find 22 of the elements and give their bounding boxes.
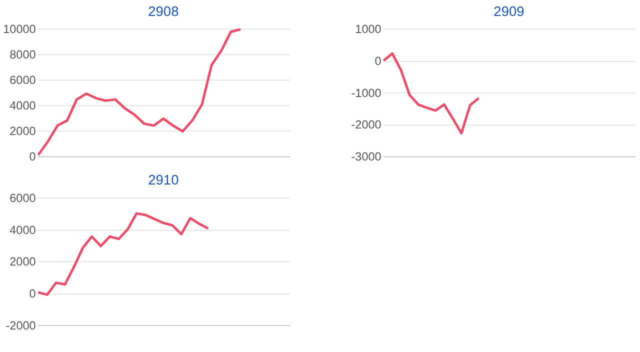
y-tick-label: 8000 bbox=[10, 48, 36, 62]
y-tick-label: 4000 bbox=[10, 100, 36, 113]
line-series bbox=[36, 212, 210, 296]
y-tick-label: 0 bbox=[29, 150, 36, 164]
y-tick-label: 10000 bbox=[3, 23, 36, 36]
chart-title: 2908 bbox=[148, 4, 180, 19]
y-tick-label: -1000 bbox=[351, 86, 382, 100]
y-tick-label: 2000 bbox=[10, 125, 36, 138]
chart-title: 2910 bbox=[148, 172, 180, 188]
y-tick-label: -2000 bbox=[351, 118, 382, 132]
line-series bbox=[382, 52, 480, 134]
y-tick-label: -3000 bbox=[351, 150, 382, 164]
y-tick-label: 6000 bbox=[10, 192, 36, 205]
y-tick-label: -2000 bbox=[6, 319, 36, 332]
y-tick-label: 2000 bbox=[10, 256, 36, 269]
y-tick-label: 6000 bbox=[10, 74, 36, 88]
y-tick-label: 0 bbox=[374, 54, 382, 68]
y-tick-label: 4000 bbox=[10, 224, 36, 237]
chart-title: 2909 bbox=[494, 4, 524, 19]
line-series bbox=[37, 28, 242, 156]
y-tick-label: 1000 bbox=[355, 23, 382, 36]
y-tick-label: 0 bbox=[29, 288, 36, 301]
